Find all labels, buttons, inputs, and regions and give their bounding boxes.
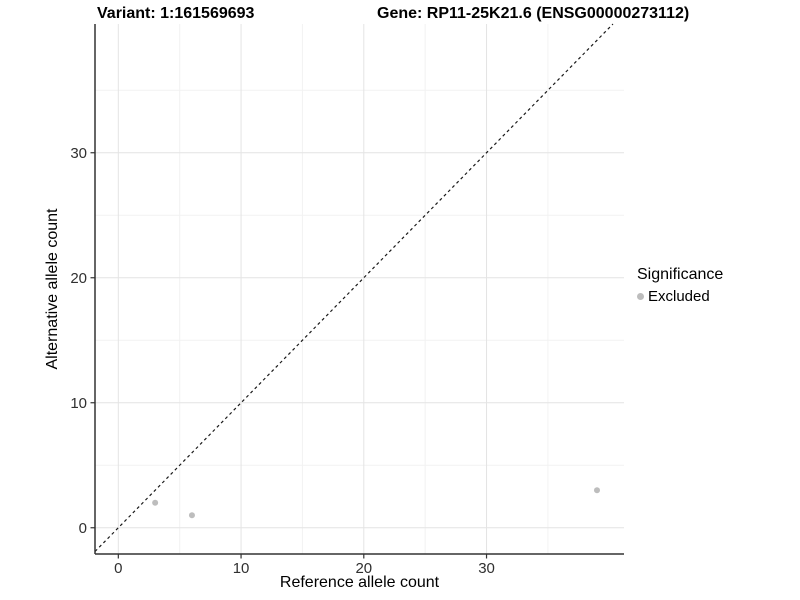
gene-title: Gene: RP11-25K21.6 (ENSG00000273112) xyxy=(377,5,690,22)
data-point xyxy=(188,512,195,519)
y-tick-label: 30 xyxy=(70,145,87,162)
legend-title: Significance xyxy=(637,266,724,283)
identity-dashed-line xyxy=(94,23,614,552)
y-axis-title: Alternative allele count xyxy=(44,208,61,370)
x-tick-label: 30 xyxy=(478,560,495,577)
legend-item-label: Excluded xyxy=(648,288,710,305)
x-axis-title: Reference allele count xyxy=(279,574,440,591)
legend-item-excluded: Excluded xyxy=(637,288,723,305)
data-point xyxy=(152,499,159,506)
data-point xyxy=(593,487,600,494)
x-tick-label: 10 xyxy=(233,560,250,577)
legend: Significance Excluded xyxy=(637,265,723,305)
x-tick-label: 0 xyxy=(114,560,122,577)
y-tick-label: 20 xyxy=(70,270,87,287)
y-tick-label: 0 xyxy=(79,520,87,537)
y-tick-label: 10 xyxy=(70,395,87,412)
variant-title: Variant: 1:161569693 xyxy=(97,5,255,22)
x-tick-label: 20 xyxy=(355,560,372,577)
legend-key-dot-icon xyxy=(637,293,644,300)
